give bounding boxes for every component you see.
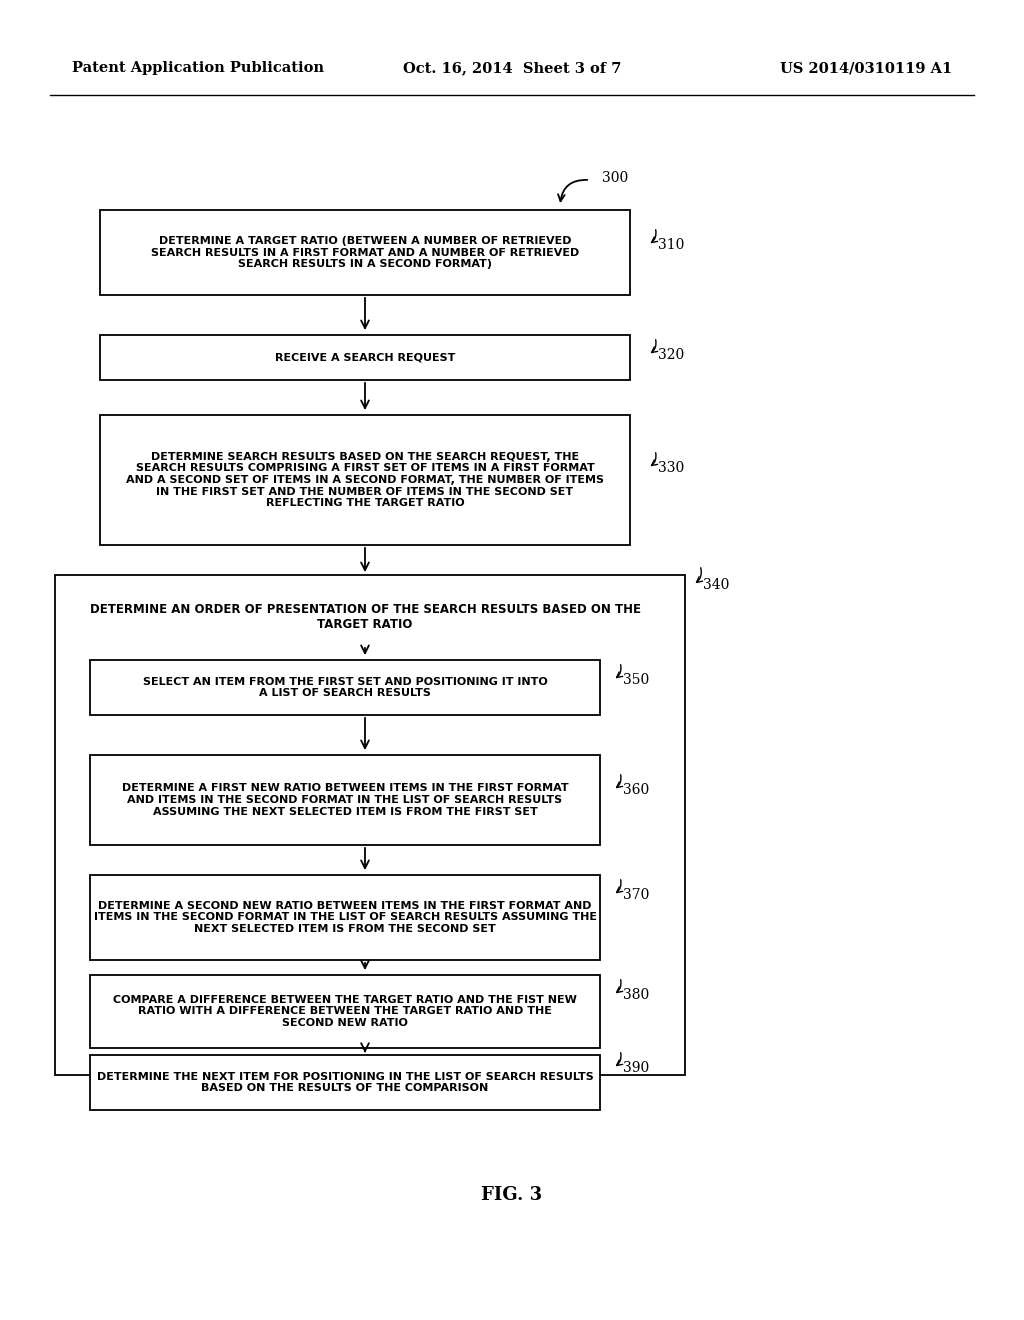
Text: 360: 360 (623, 783, 649, 797)
Text: 370: 370 (623, 888, 649, 902)
Text: 380: 380 (623, 987, 649, 1002)
Text: DETERMINE THE NEXT ITEM FOR POSITIONING IN THE LIST OF SEARCH RESULTS
BASED ON T: DETERMINE THE NEXT ITEM FOR POSITIONING … (96, 1072, 593, 1093)
Bar (90, 875, 600, 960)
Text: US 2014/0310119 A1: US 2014/0310119 A1 (779, 61, 952, 75)
Text: 350: 350 (623, 673, 649, 686)
Text: RECEIVE A SEARCH REQUEST: RECEIVE A SEARCH REQUEST (274, 352, 456, 363)
Text: DETERMINE A FIRST NEW RATIO BETWEEN ITEMS IN THE FIRST FORMAT
AND ITEMS IN THE S: DETERMINE A FIRST NEW RATIO BETWEEN ITEM… (122, 783, 568, 817)
Bar (100, 414, 630, 545)
Bar (100, 210, 630, 294)
Text: DETERMINE A SECOND NEW RATIO BETWEEN ITEMS IN THE FIRST FORMAT AND
ITEMS IN THE : DETERMINE A SECOND NEW RATIO BETWEEN ITE… (93, 900, 597, 935)
Bar (90, 660, 600, 715)
Text: DETERMINE AN ORDER OF PRESENTATION OF THE SEARCH RESULTS BASED ON THE
TARGET RAT: DETERMINE AN ORDER OF PRESENTATION OF TH… (89, 603, 640, 631)
Text: 390: 390 (623, 1061, 649, 1074)
Text: 320: 320 (658, 348, 684, 362)
Text: FIG. 3: FIG. 3 (481, 1185, 543, 1204)
Text: Oct. 16, 2014  Sheet 3 of 7: Oct. 16, 2014 Sheet 3 of 7 (402, 61, 622, 75)
Text: DETERMINE SEARCH RESULTS BASED ON THE SEARCH REQUEST, THE
SEARCH RESULTS COMPRIS: DETERMINE SEARCH RESULTS BASED ON THE SE… (126, 451, 604, 508)
Text: DETERMINE A TARGET RATIO (BETWEEN A NUMBER OF RETRIEVED
SEARCH RESULTS IN A FIRS: DETERMINE A TARGET RATIO (BETWEEN A NUMB… (151, 236, 580, 269)
Text: 310: 310 (658, 238, 684, 252)
Text: COMPARE A DIFFERENCE BETWEEN THE TARGET RATIO AND THE FIST NEW
RATIO WITH A DIFF: COMPARE A DIFFERENCE BETWEEN THE TARGET … (113, 995, 577, 1028)
Bar (100, 335, 630, 380)
Bar (90, 1055, 600, 1110)
Text: Patent Application Publication: Patent Application Publication (72, 61, 324, 75)
Bar (90, 755, 600, 845)
Text: 330: 330 (658, 461, 684, 475)
Text: 300: 300 (602, 172, 629, 185)
Text: SELECT AN ITEM FROM THE FIRST SET AND POSITIONING IT INTO
A LIST OF SEARCH RESUL: SELECT AN ITEM FROM THE FIRST SET AND PO… (142, 677, 548, 698)
Bar (90, 975, 600, 1048)
Text: 340: 340 (703, 578, 729, 591)
Bar (55, 576, 685, 1074)
